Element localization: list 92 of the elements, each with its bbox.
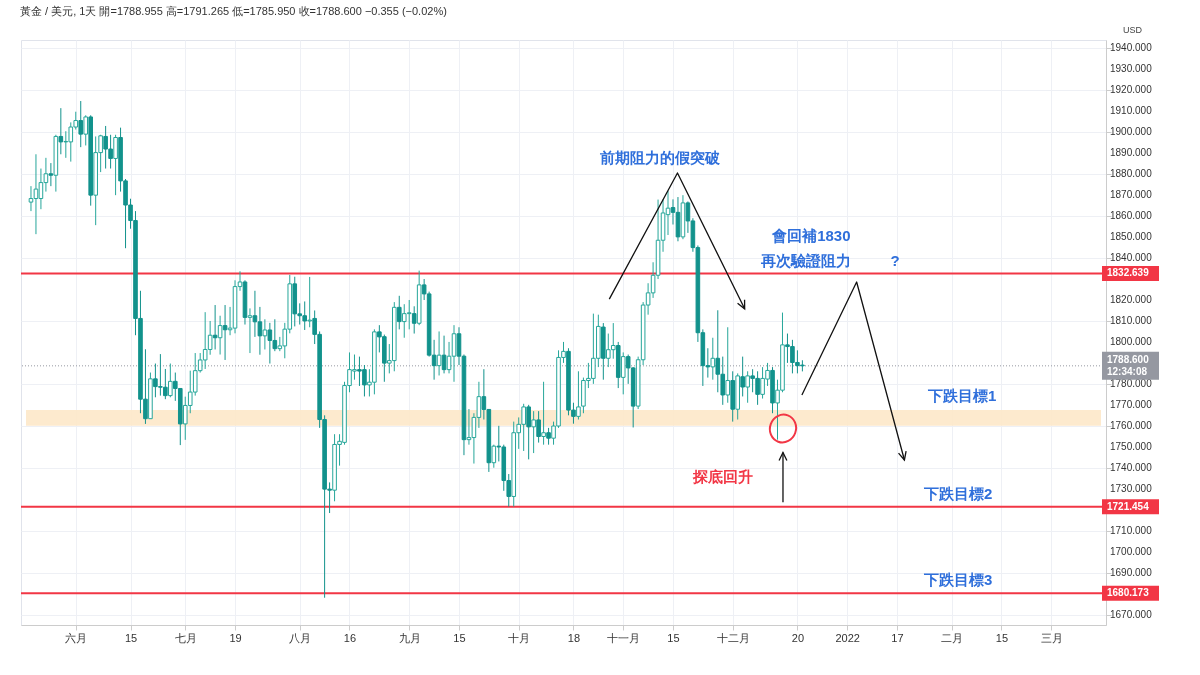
candlestick [715,309,721,393]
y-tick-label: 1860.000 [1110,210,1153,222]
candlestick [441,335,447,374]
candlestick [212,304,218,350]
y-tick-label: 1890.000 [1110,147,1153,159]
x-tick-label: 八月 [289,631,312,644]
x-tick-label: 17 [891,631,904,644]
x-tick-label: 19 [229,631,242,644]
candlestick [610,322,616,360]
annotation: 下跌目標2 [922,484,993,502]
candlestick [725,326,731,404]
candlestick [28,185,34,212]
candlestick [466,408,472,446]
y-tick-label: 1870.000 [1110,189,1153,201]
candlestick [536,410,541,444]
y-tick-label: 1730.000 [1110,482,1153,494]
ref-line-label: 1788.600 12:34:08 [1107,353,1150,377]
candlestick [541,381,546,446]
y-tick-label: 1700.000 [1110,545,1153,557]
y-tick-label: 1900.000 [1110,126,1153,138]
candlestick [217,315,223,356]
candlestick [620,351,626,395]
candlestick [745,370,750,404]
x-tick-label: 15 [995,631,1009,644]
ref-line-label: 1832.639 [1107,267,1150,279]
x-tick-label: 九月 [398,631,421,644]
candlestick [406,299,412,330]
candlestick [307,276,312,328]
candlestick [33,153,39,235]
candlestick [451,324,457,383]
candlestick [267,322,273,365]
x-tick-label: 七月 [174,631,197,644]
annotation: 探底回升 [692,468,754,486]
x-tick-label: 15 [667,631,680,644]
ref-line-label: 1680.173 [1107,587,1150,599]
candlestick [78,100,84,148]
chart-title: 黃金 / 美元, 1天 開=1788.955 高=1791.265 低=1785.950 收=1788.600 −0.355 (−0.02%) [20,5,447,17]
candlestick [411,305,417,335]
x-tick-label: 十月 [508,631,531,644]
x-tick-label: 15 [453,631,466,644]
candlestick [526,404,531,460]
candlestick [436,330,442,376]
y-tick-label: 1810.000 [1110,314,1153,326]
candlestick [262,318,268,350]
candlestick [252,290,258,338]
candlestick [48,162,54,187]
candlestick [396,295,402,330]
candlestick [247,307,253,354]
candlestick [113,134,118,196]
x-tick-label: 20 [791,631,805,644]
y-tick-label: 1750.000 [1110,440,1153,452]
y-tick-label: 1670.000 [1110,608,1153,620]
x-tick-label: 15 [124,631,138,644]
x-tick-label: 16 [343,631,357,644]
y-tick-label: 1760.000 [1110,419,1153,431]
y-tick-label: 1690.000 [1110,566,1153,578]
ref-line-label: 1721.454 [1107,500,1150,512]
y-tick-label: 1940.000 [1110,42,1153,54]
x-tick-label: 十二月 [716,631,750,644]
y-axis-title: USD [1122,24,1143,35]
y-tick-label: 1740.000 [1110,461,1153,473]
annotation: 前期阻力的假突破 [599,149,722,167]
x-tick-label: 2022 [835,631,860,644]
y-tick-label: 1820.000 [1110,294,1153,305]
y-tick-label: 1770.000 [1110,398,1153,410]
x-tick-label: 十一月 [607,631,641,644]
y-tick-label: 1850.000 [1110,231,1153,243]
candlestick [83,114,89,146]
y-tick-label: 1710.000 [1110,524,1153,536]
candlestick [168,363,173,398]
annotation: 再次驗證阻力 [759,252,851,269]
annotation: 會回補1830 [771,227,851,245]
y-tick-label: 1920.000 [1110,84,1153,96]
candlestick [222,304,228,361]
candlestick [710,337,716,381]
y-tick-label: 1930.000 [1110,63,1153,75]
candlestick [63,130,69,159]
candlestick [58,107,64,155]
y-tick-label: 1910.000 [1110,105,1153,117]
x-tick-label: 二月 [941,631,964,644]
candlestick [740,356,745,397]
x-tick-label: 三月 [1040,631,1063,644]
annotation: 下跌目標3 [922,570,993,588]
y-tick-label: 1880.000 [1110,168,1153,180]
annotation: ? [890,252,900,269]
y-tick-label: 1780.000 [1110,377,1153,389]
x-tick-label: 18 [567,631,581,644]
y-tick-label: 1840.000 [1110,252,1153,264]
annotation: 下跌目標1 [926,387,997,405]
candlestick [531,410,536,454]
x-tick-label: 六月 [65,631,88,644]
y-tick-label: 1800.000 [1110,335,1153,347]
